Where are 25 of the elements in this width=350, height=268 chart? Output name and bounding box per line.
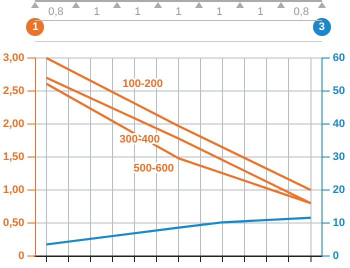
y2-tick-label: 60	[332, 52, 346, 64]
y-tick-label: 3,00	[2, 52, 24, 64]
y-tick-label: 1,50	[2, 151, 24, 164]
y2-tick-label: 0	[332, 250, 339, 262]
y2-tick-label: 30	[332, 151, 346, 164]
text: 1	[215, 6, 224, 18]
y-tick-label: 0,50	[2, 217, 24, 230]
y2-tick-label: 50	[332, 85, 346, 98]
series-label: 100-200	[122, 78, 163, 90]
y-tick-label: 0	[18, 250, 24, 262]
text: 0,8	[292, 6, 310, 18]
y-axis-title: 1	[26, 18, 44, 36]
y-tick-label: 1,00	[2, 184, 24, 196]
text: 1	[256, 6, 264, 18]
series-label: 500-600	[134, 162, 174, 174]
y2-tick-label: 20	[332, 184, 346, 196]
y-tick-label: 2,00	[2, 118, 24, 130]
y2-axis-title: 3	[312, 18, 331, 36]
y2-tick-label: 40	[332, 118, 346, 130]
y-tick-label: 2,50	[2, 85, 24, 98]
text: 0,8	[47, 6, 64, 18]
text: 1	[92, 6, 101, 18]
text: 1	[134, 6, 142, 18]
y2-tick-label: 10	[332, 217, 346, 230]
text: 1	[174, 6, 183, 18]
